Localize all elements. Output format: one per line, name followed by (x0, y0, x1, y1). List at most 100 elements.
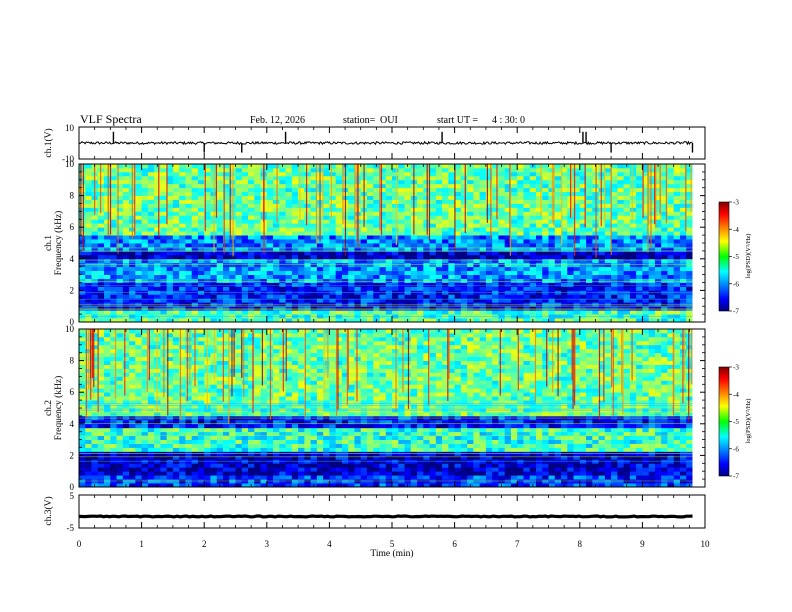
spectrogram-cell (561, 270, 568, 275)
spectrogram-cell (617, 171, 625, 177)
spectrogram-cell (586, 219, 593, 224)
spectrogram-cell (673, 183, 681, 189)
spectrogram-cell (648, 471, 656, 476)
spectrogram-cell (479, 243, 487, 248)
spectrogram-cell (417, 266, 424, 272)
spectrogram-cell (191, 310, 199, 315)
spectrogram-cell (642, 179, 650, 185)
spectrogram-cell (535, 258, 543, 264)
spectrogram-cell (97, 274, 105, 279)
spectrogram-cell (573, 207, 581, 212)
spectrogram-cell (154, 274, 161, 279)
spectrogram-cell (110, 262, 117, 268)
spectrogram-cell (542, 231, 549, 236)
spectrogram-cell (366, 199, 374, 204)
colorbar-tick-label: -6 (733, 280, 739, 288)
spectrogram-cell (273, 231, 280, 236)
spectrogram-cell (191, 306, 199, 311)
spectrogram-cell (147, 286, 155, 291)
spectrogram-cell (485, 179, 493, 185)
spectrogram-cell (598, 266, 606, 272)
spectrogram-cell (135, 235, 142, 240)
spectrogram-cell (636, 227, 643, 232)
spectrogram-cell (454, 175, 462, 181)
spectrogram-cell (310, 270, 318, 275)
spectrogram-cell (517, 306, 524, 311)
spectrogram-cell (373, 266, 380, 272)
spectrogram-cell (279, 187, 286, 193)
spectrogram-cell (97, 239, 105, 244)
spectrogram-cell (579, 223, 587, 228)
spectrogram-cell (473, 258, 481, 264)
spectrogram-cell (116, 282, 124, 287)
spectrogram-cell (197, 310, 205, 315)
spectrogram-cell (160, 294, 168, 299)
spectrogram-cell (172, 262, 180, 268)
spectrogram-cell (648, 294, 656, 299)
spectrogram-cell (366, 215, 374, 220)
spectrogram-cell (654, 306, 662, 311)
spectrogram-cell (398, 187, 405, 193)
spectrogram-cell (423, 258, 430, 264)
spectrogram-cell (667, 199, 675, 204)
spectrogram-cell (291, 246, 299, 252)
spectrogram-cell (373, 211, 380, 216)
spectrogram-cell (392, 318, 399, 323)
spectrogram-cell (97, 227, 105, 232)
spectrogram-cell (298, 175, 305, 181)
spectrogram-cell (392, 483, 399, 488)
spectrogram-cell (642, 164, 650, 169)
spectrogram-cell (85, 243, 92, 248)
spectrogram-cell (504, 246, 512, 252)
spectrogram-cell (529, 199, 537, 204)
spectrogram-cell (304, 246, 312, 252)
spectrogram-cell (667, 306, 675, 311)
spectrogram-cell (410, 254, 418, 260)
spectrogram-cell (229, 258, 236, 264)
spectrogram-cell (160, 278, 168, 283)
spectrogram-cell (91, 227, 99, 232)
spectrogram-cell (448, 459, 455, 464)
spectrogram-cell (366, 282, 374, 287)
spectrogram-cell (366, 483, 374, 488)
spectrogram-cell (404, 463, 412, 468)
spectrogram-cell (661, 195, 668, 200)
spectrogram-cell (573, 298, 581, 303)
spectrogram-cell (667, 250, 675, 256)
spectrogram-cell (492, 459, 499, 464)
spectrogram-cell (611, 314, 618, 319)
spectrogram-cell (586, 227, 593, 232)
spectrogram-cell (166, 175, 174, 181)
spectrogram-cell (329, 167, 337, 173)
spectrogram-cell (304, 483, 312, 488)
spectrogram-cell (673, 475, 681, 480)
spectrogram-cell (385, 231, 393, 236)
spectrogram-cell (417, 223, 424, 228)
spectrogram-cell (573, 471, 581, 476)
spectrogram-cell (504, 467, 512, 472)
spectrogram-cell (448, 254, 455, 260)
spectrogram-cell (260, 274, 268, 279)
spectrogram-cell (604, 463, 612, 468)
spectrogram-cell (222, 254, 230, 260)
spectrogram-cell (172, 463, 180, 468)
spectrogram-cell (291, 187, 299, 193)
spectrogram-cell (222, 164, 230, 169)
spectrogram-cell (241, 199, 249, 204)
spectrogram-cell (673, 246, 681, 252)
spectrogram-cell (329, 171, 337, 177)
spectrogram-cell (122, 246, 130, 252)
spectrogram-cell (216, 231, 224, 236)
spectrogram-cell (410, 310, 418, 315)
spectrogram-cell (611, 463, 618, 468)
spectrogram-cell (104, 310, 111, 315)
spectrogram-cell (498, 463, 506, 468)
spectrogram-cell (648, 483, 656, 488)
spectrogram-cell (229, 318, 236, 323)
spectrogram-cell (191, 199, 199, 204)
spectrogram-cell (454, 215, 462, 220)
spectrogram-cell (410, 483, 418, 488)
spectrogram-cell (235, 250, 243, 256)
spectrogram-cell (185, 314, 193, 319)
spectrogram-cell (679, 294, 687, 299)
